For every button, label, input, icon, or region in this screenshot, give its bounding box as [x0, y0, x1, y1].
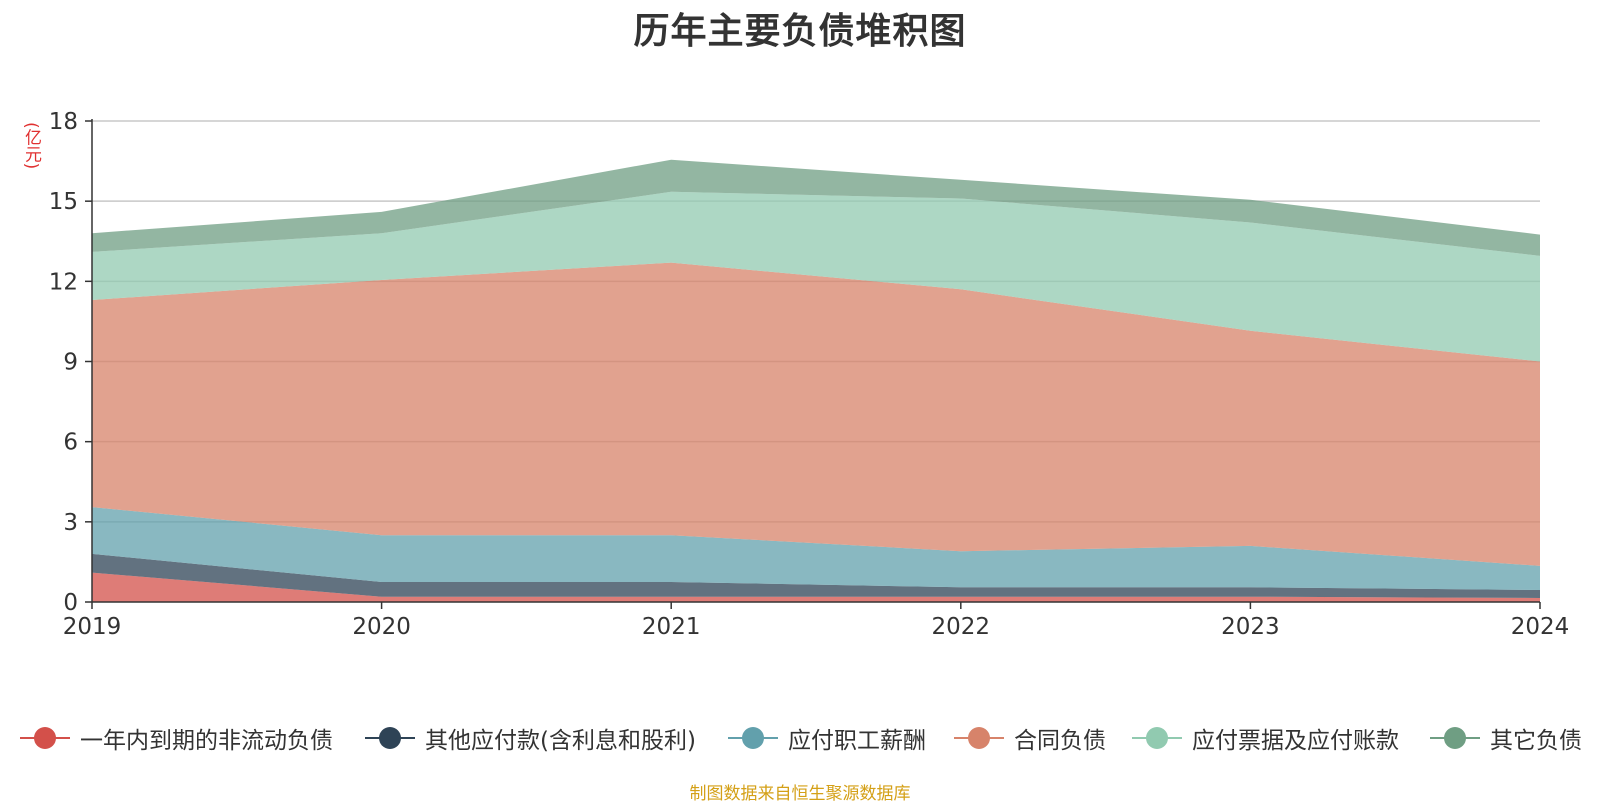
legend-label: 应付票据及应付账款	[1192, 728, 1399, 754]
legend-item-4[interactable]: 合同负债	[954, 718, 1106, 758]
area-6	[92, 159, 1540, 256]
legend-marker	[728, 725, 778, 751]
chart-title: 历年主要负债堆积图	[633, 11, 967, 52]
legend-item-6[interactable]: 其它负债	[1430, 718, 1582, 758]
x-tick-label: 2024	[1511, 614, 1570, 640]
x-tick-label: 2019	[63, 614, 122, 640]
legend-marker	[954, 725, 1004, 751]
x-tick-label: 2021	[642, 614, 701, 640]
legend-label: 其它负债	[1490, 728, 1582, 754]
legend-label: 其他应付款(含利息和股利)	[425, 728, 696, 754]
y-tick-label: 3	[63, 510, 78, 536]
x-tick-label: 2020	[352, 614, 411, 640]
legend-item-2[interactable]: 其他应付款(含利息和股利)	[365, 718, 696, 758]
data-source-note: 制图数据来自恒生聚源数据库	[689, 784, 911, 804]
y-tick-label: 12	[49, 269, 78, 295]
x-tick-label: 2023	[1221, 614, 1280, 640]
area-2	[92, 553, 1540, 598]
legend: 一年内到期的非流动负债 其他应付款(含利息和股利) 应付职工薪酬 合同负债 应付票据及应…	[0, 718, 1600, 758]
y-tick-label: 9	[63, 350, 78, 376]
legend-label: 一年内到期的非流动负债	[80, 728, 333, 754]
area-1	[92, 572, 1540, 602]
y-axis-unit-label: (亿元)	[21, 122, 41, 170]
legend-label: 应付职工薪酬	[788, 728, 926, 754]
area-4	[92, 262, 1540, 566]
stacked-area-chart: 0 3 6 9 12 15 18 2019 2020 2021 2022 2023 2024	[49, 109, 1570, 640]
legend-marker	[365, 725, 415, 751]
x-tick-label: 2022	[932, 614, 991, 640]
legend-marker	[1132, 725, 1182, 751]
area-5	[92, 191, 1540, 362]
legend-marker	[20, 725, 70, 751]
area-3	[92, 507, 1540, 590]
y-tick-label: 0	[63, 590, 78, 616]
legend-label: 合同负债	[1014, 728, 1106, 754]
legend-item-3[interactable]: 应付职工薪酬	[728, 718, 926, 758]
area-series	[92, 159, 1540, 602]
legend-item-5[interactable]: 应付票据及应付账款	[1132, 718, 1399, 758]
y-tick-label: 6	[63, 430, 78, 456]
legend-item-1[interactable]: 一年内到期的非流动负债	[20, 718, 333, 758]
legend-marker	[1430, 725, 1480, 751]
y-tick-label: 18	[49, 109, 78, 135]
axes: 0 3 6 9 12 15 18 2019 2020 2021 2022 2023 2024	[49, 109, 1570, 640]
y-tick-label: 15	[49, 189, 78, 215]
